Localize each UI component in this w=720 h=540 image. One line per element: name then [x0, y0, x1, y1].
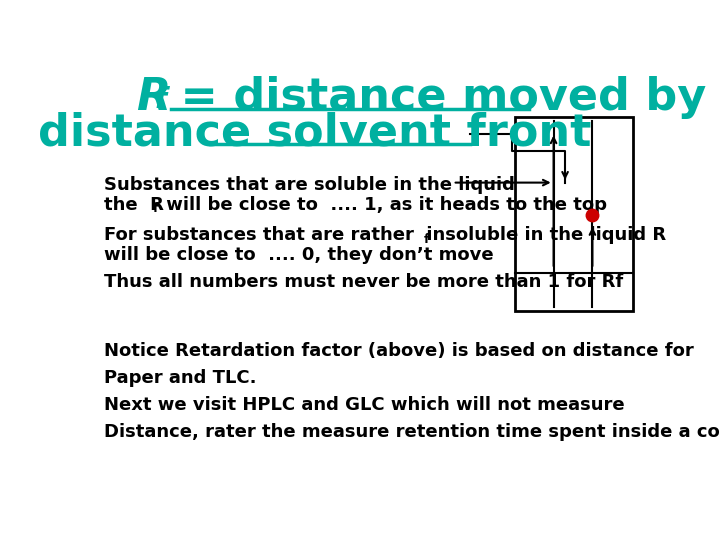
Text: Paper and TLC.: Paper and TLC.: [104, 369, 256, 387]
Text: Next we visit HPLC and GLC which will not measure: Next we visit HPLC and GLC which will no…: [104, 396, 624, 414]
Text: = distance moved by substance: = distance moved by substance: [165, 76, 720, 119]
Bar: [515, 117, 632, 311]
Text: Thus all numbers must never be more than 1 for Rf: Thus all numbers must never be more than…: [104, 273, 624, 291]
Text: Notice Retardation factor (above) is based on distance for: Notice Retardation factor (above) is bas…: [104, 342, 693, 360]
Text: will be close to  .... 0, they don’t move: will be close to .... 0, they don’t move: [104, 246, 494, 264]
Text: distance solvent front: distance solvent front: [38, 111, 591, 154]
Text: For substances that are rather  insoluble in the liquid R: For substances that are rather insoluble…: [104, 226, 666, 245]
Text: f: f: [423, 233, 428, 246]
Text: R: R: [137, 76, 171, 119]
Text: f: f: [155, 86, 167, 114]
Text: Substances that are soluble in the liquid: Substances that are soluble in the liqui…: [104, 177, 515, 194]
Text: the  R: the R: [104, 195, 164, 214]
Text: f: f: [153, 202, 158, 215]
Text: will be close to  .... 1, as it heads to the top: will be close to .... 1, as it heads to …: [160, 195, 607, 214]
Text: Distance, rater the measure retention time spent inside a column.: Distance, rater the measure retention ti…: [104, 423, 720, 441]
